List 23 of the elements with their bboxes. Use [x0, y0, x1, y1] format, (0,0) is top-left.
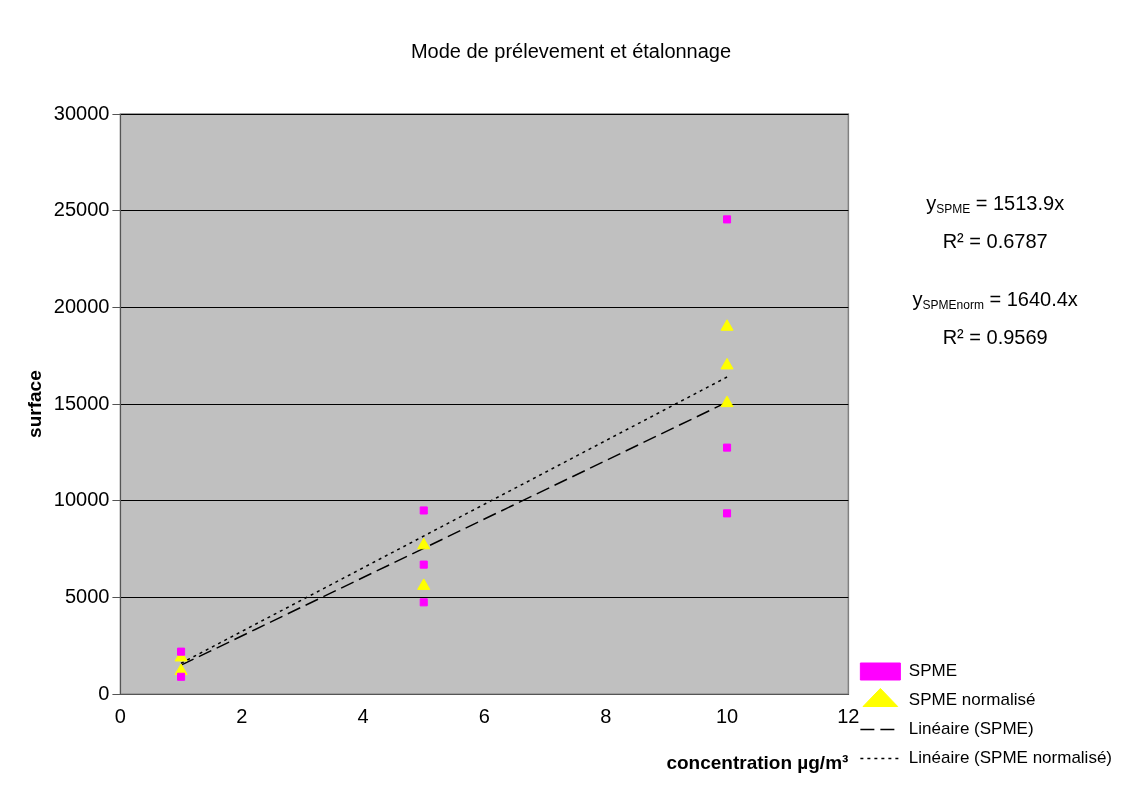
legend-label: Linéaire (SPME)	[908, 719, 1034, 739]
x-tick-label: 10	[715, 704, 739, 727]
y-tick-label: 0	[98, 681, 110, 704]
y-tick-label: 30000	[53, 101, 110, 124]
x-tick-label: 2	[236, 704, 248, 727]
text: R² = 0.9569	[942, 325, 1048, 348]
x-tick-label: 12	[837, 704, 860, 727]
x-tick-label: 0	[114, 704, 126, 727]
x-tick-label: 8	[600, 704, 612, 727]
y-tick-label: 20000	[53, 294, 110, 317]
y-tick-label: 5000	[64, 585, 110, 608]
legend-label: Linéaire (SPME normalisé)	[908, 748, 1113, 768]
chart-title: Mode de prélevement et étalonnage	[410, 39, 732, 62]
x-tick-label: 6	[478, 704, 490, 727]
y-tick-label: 10000	[53, 488, 110, 511]
y-axis-title: surface	[23, 370, 45, 438]
legend-label: SPME normalisé	[908, 690, 1036, 710]
legend-label: SPME	[908, 661, 958, 681]
y-tick-label: 15000	[53, 391, 110, 414]
x-tick-label: 4	[357, 704, 369, 727]
x-axis-title: concentration µg/m³	[666, 751, 849, 773]
y-tick-label: 25000	[53, 198, 110, 221]
text: R² = 0.6787	[942, 229, 1048, 252]
